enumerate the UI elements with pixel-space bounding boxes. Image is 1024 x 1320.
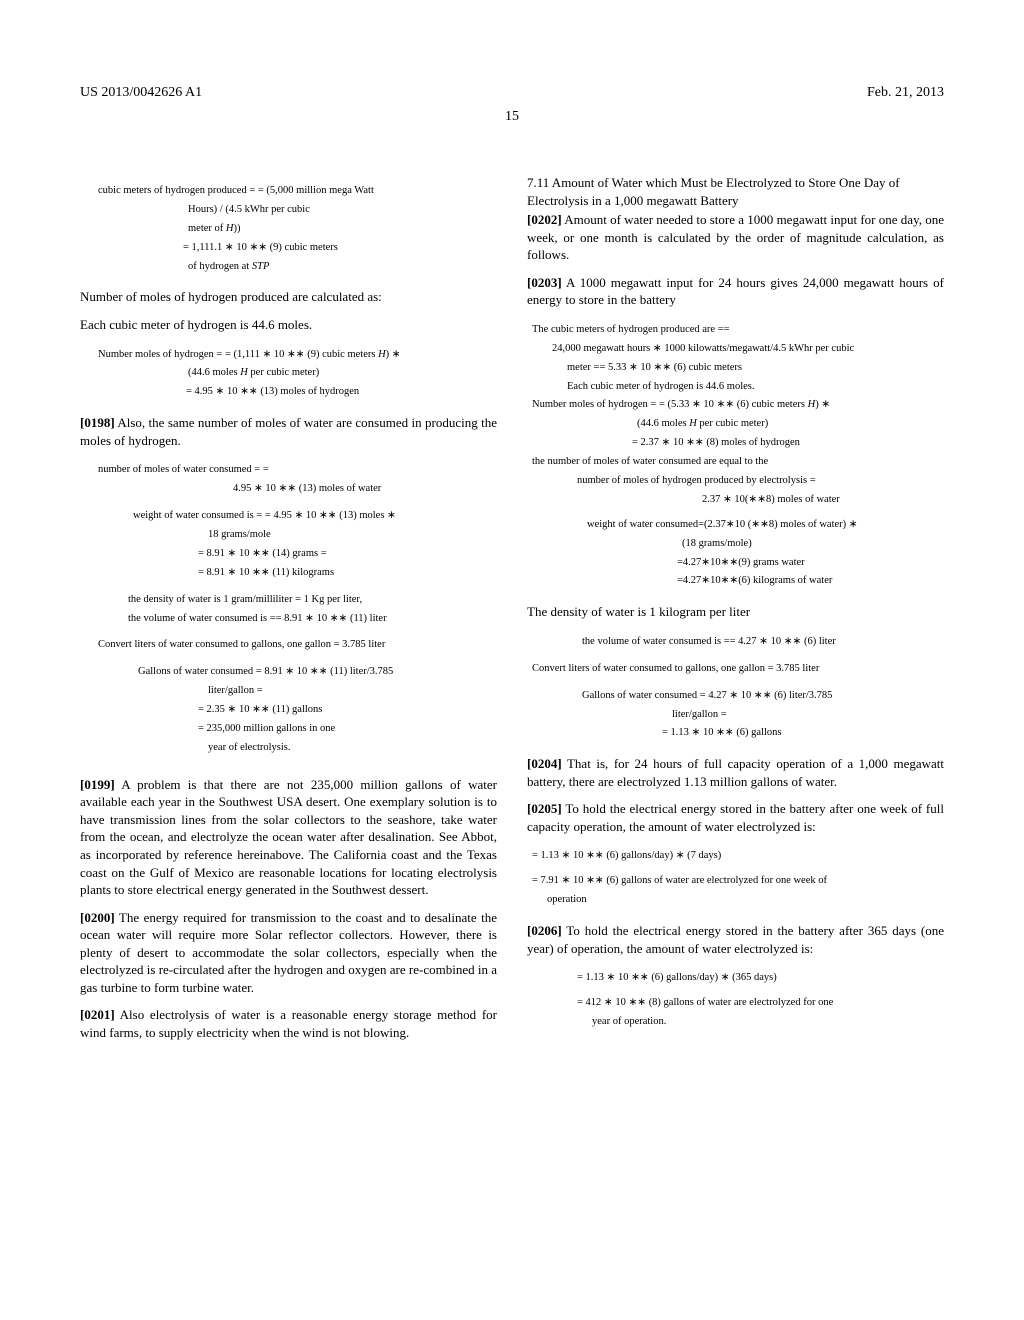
eq-line: = 2.35 ∗ 10 ∗∗ (11) gallons [98, 701, 497, 720]
para-num: [0206] [527, 923, 562, 938]
eq-line: Hours) / (4.5 kWhr per cubic [98, 201, 497, 220]
doc-number: US 2013/0042626 A1 [80, 85, 202, 101]
eq-line: the volume of water consumed is == 8.91 … [98, 610, 497, 629]
eq-line: year of electrolysis. [98, 739, 497, 758]
eq-line: Number moles of hydrogen = = (1,111 ∗ 10… [98, 346, 497, 365]
para-text: That is, for 24 hours of full capacity o… [527, 756, 944, 789]
para-text: To hold the electrical energy stored in … [527, 801, 944, 834]
para-0204: [0204] That is, for 24 hours of full cap… [527, 755, 944, 790]
eq-line: liter/gallon = [532, 706, 944, 725]
eq-line: = 1.13 ∗ 10 ∗∗ (6) gallons/day) ∗ (365 d… [577, 969, 944, 988]
eq-line: = 1,111.1 ∗ 10 ∗∗ (9) cubic meters [98, 239, 497, 258]
eq-line: = 235,000 million gallons in one [98, 720, 497, 739]
para-num: [0203] [527, 275, 562, 290]
para-text: Also electrolysis of water is a reasonab… [80, 1007, 497, 1040]
eq-line: weight of water consumed=(2.37∗10 (∗∗8) … [532, 516, 944, 535]
eq-line: (18 grams/mole) [532, 535, 944, 554]
eq-line: the density of water is 1 gram/millilite… [98, 591, 497, 610]
eq-week: = 1.13 ∗ 10 ∗∗ (6) gallons/day) ∗ (7 day… [527, 847, 944, 910]
eq-line: (44.6 moles H per cubic meter) [532, 415, 944, 434]
para-text: Amount of water needed to store a 1000 m… [527, 212, 944, 262]
para-0201: [0201] Also electrolysis of water is a r… [80, 1006, 497, 1041]
eq-line: = 8.91 ∗ 10 ∗∗ (11) kilograms [98, 564, 497, 583]
eq-line: = 1.13 ∗ 10 ∗∗ (6) gallons [532, 724, 944, 743]
eq-line: = 1.13 ∗ 10 ∗∗ (6) gallons/day) ∗ (7 day… [532, 847, 944, 866]
doc-date: Feb. 21, 2013 [867, 85, 944, 101]
page-header: US 2013/0042626 A1 Feb. 21, 2013 [80, 85, 944, 101]
eq-line: liter/gallon = [98, 682, 497, 701]
eq-line: 18 grams/mole [98, 526, 497, 545]
eq-line: Number moles of hydrogen = = (5.33 ∗ 10 … [532, 396, 944, 415]
text-density-water: The density of water is 1 kilogram per l… [527, 603, 944, 621]
eq-line: =4.27∗10∗∗(9) grams water [532, 554, 944, 573]
para-0198: [0198] Also, the same number of moles of… [80, 414, 497, 449]
para-num: [0199] [80, 777, 115, 792]
eq-line: the volume of water consumed is == 4.27 … [532, 633, 944, 652]
para-num: [0200] [80, 910, 115, 925]
para-0205: [0205] To hold the electrical energy sto… [527, 800, 944, 835]
para-text: The energy required for transmission to … [80, 910, 497, 995]
eq-line: 4.95 ∗ 10 ∗∗ (13) moles of water [98, 480, 497, 499]
eq-line: year of operation. [577, 1013, 944, 1032]
eq-line: number of moles of hydrogen produced by … [532, 472, 944, 491]
para-text: A problem is that there are not 235,000 … [80, 777, 497, 897]
eq-moles-hydrogen: Number moles of hydrogen = = (1,111 ∗ 10… [80, 346, 497, 403]
eq-line: = 8.91 ∗ 10 ∗∗ (14) grams = [98, 545, 497, 564]
eq-line: = 412 ∗ 10 ∗∗ (8) gallons of water are e… [577, 994, 944, 1013]
eq-line: = 4.95 ∗ 10 ∗∗ (13) moles of hydrogen [98, 383, 497, 402]
left-column: cubic meters of hydrogen produced = = (5… [80, 170, 497, 1051]
eq-line: number of moles of water consumed = = [98, 461, 497, 480]
eq-line: Convert liters of water consumed to gall… [532, 660, 944, 679]
eq-line: = 7.91 ∗ 10 ∗∗ (6) gallons of water are … [532, 872, 944, 891]
eq-right-volume: the volume of water consumed is == 4.27 … [527, 633, 944, 743]
text-moles-calc: Number of moles of hydrogen produced are… [80, 288, 497, 306]
eq-line: The cubic meters of hydrogen produced ar… [532, 321, 944, 340]
section-711-heading: 7.11 Amount of Water which Must be Elect… [527, 174, 944, 209]
eq-line: =4.27∗10∗∗(6) kilograms of water [532, 572, 944, 591]
eq-line: weight of water consumed is = = 4.95 ∗ 1… [98, 507, 497, 526]
para-text: To hold the electrical energy stored in … [527, 923, 944, 956]
para-num: [0205] [527, 801, 562, 816]
eq-water-consumed: number of moles of water consumed = = 4.… [80, 461, 497, 757]
eq-line: of hydrogen at STP [98, 258, 497, 277]
para-num: [0198] [80, 415, 115, 430]
para-text: A 1000 megawatt input for 24 hours gives… [527, 275, 944, 308]
text-cubic-meter-moles: Each cubic meter of hydrogen is 44.6 mol… [80, 316, 497, 334]
eq-line: cubic meters of hydrogen produced = = (5… [98, 182, 497, 201]
eq-line: Gallons of water consumed = 8.91 ∗ 10 ∗∗… [98, 663, 497, 682]
eq-line: = 2.37 ∗ 10 ∗∗ (8) moles of hydrogen [532, 434, 944, 453]
eq-hydrogen-cubic-meters: cubic meters of hydrogen produced = = (5… [80, 182, 497, 276]
para-0199: [0199] A problem is that there are not 2… [80, 776, 497, 899]
para-0200: [0200] The energy required for transmiss… [80, 909, 497, 997]
page-number: 15 [80, 109, 944, 125]
eq-line: (44.6 moles H per cubic meter) [98, 364, 497, 383]
para-text: Also, the same number of moles of water … [80, 415, 497, 448]
eq-right-hydrogen: The cubic meters of hydrogen produced ar… [527, 321, 944, 591]
para-num: [0201] [80, 1007, 115, 1022]
eq-line: Each cubic meter of hydrogen is 44.6 mol… [532, 378, 944, 397]
para-0203: [0203] A 1000 megawatt input for 24 hour… [527, 274, 944, 309]
eq-line: 24,000 megawatt hours ∗ 1000 kilowatts/m… [532, 340, 944, 359]
eq-line: Convert liters of water consumed to gall… [98, 636, 497, 655]
eq-year: = 1.13 ∗ 10 ∗∗ (6) gallons/day) ∗ (365 d… [527, 969, 944, 1032]
eq-line: the number of moles of water consumed ar… [532, 453, 944, 472]
para-0202: [0202] Amount of water needed to store a… [527, 211, 944, 264]
content-columns: cubic meters of hydrogen produced = = (5… [80, 170, 944, 1051]
eq-line: meter == 5.33 ∗ 10 ∗∗ (6) cubic meters [532, 359, 944, 378]
eq-line: meter of H)) [98, 220, 497, 239]
para-num: [0202] [527, 212, 562, 227]
right-column: 7.11 Amount of Water which Must be Elect… [527, 170, 944, 1051]
para-0206: [0206] To hold the electrical energy sto… [527, 922, 944, 957]
para-num: [0204] [527, 756, 562, 771]
eq-line: operation [532, 891, 944, 910]
eq-line: Gallons of water consumed = 4.27 ∗ 10 ∗∗… [532, 687, 944, 706]
eq-line: 2.37 ∗ 10(∗∗8) moles of water [532, 491, 944, 510]
